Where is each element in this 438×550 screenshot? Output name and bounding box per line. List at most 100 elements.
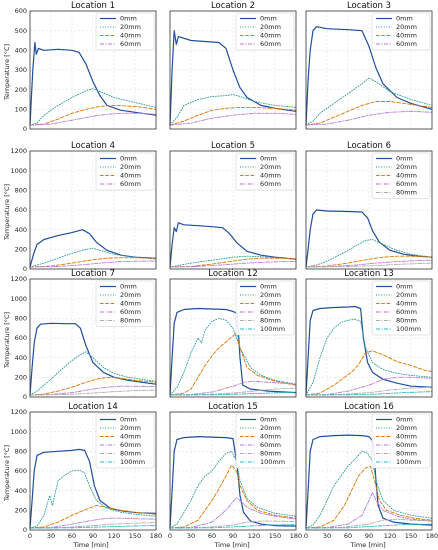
legend-box <box>95 413 155 469</box>
chart-panel: Location 7 0 200 400 600 800 1000 1200 0mm20mm40… <box>10 269 157 401</box>
series-line-40mm <box>169 332 297 396</box>
series-line-0mm <box>169 222 297 268</box>
x-tick-label: 150 <box>269 532 281 540</box>
y-tick-label: 200 <box>15 246 27 254</box>
series-line-0mm <box>169 436 297 529</box>
y-tick-label: 200 <box>15 374 27 382</box>
legend-label: 60mm <box>396 308 417 316</box>
legend-label: 40mm <box>396 433 417 441</box>
legend-label: 60mm <box>260 308 281 316</box>
y-tick-label: 600 <box>15 206 27 214</box>
legend-label: 100mm <box>396 458 421 466</box>
chart-panel: Location 1 0 100 200 300 400 500 600 0mm20mm40mm… <box>15 1 157 133</box>
x-tick-label: 0 <box>28 532 32 540</box>
plot-frame <box>169 10 297 130</box>
chart-title: Location 3 <box>347 1 391 11</box>
legend-label: 80mm <box>396 317 417 325</box>
legend-box <box>95 152 155 191</box>
legend-label: 20mm <box>396 424 417 432</box>
legend-box <box>235 413 295 469</box>
series-line-100mm <box>29 525 157 529</box>
series-line-0mm <box>169 30 297 126</box>
series-line-20mm <box>29 469 157 529</box>
series-line-20mm <box>29 88 157 126</box>
x-tick-label: 90 <box>89 532 97 540</box>
legend-label: 60mm <box>120 40 141 48</box>
series-line-40mm <box>305 255 433 268</box>
series-line-40mm <box>169 257 297 268</box>
legend-label: 60mm <box>396 441 417 449</box>
legend-label: 0mm <box>396 283 413 291</box>
legend-box <box>235 152 295 191</box>
x-tick-label: 30 <box>323 532 331 540</box>
y-tick-label: 0 <box>23 265 27 273</box>
plot-frame <box>169 150 297 270</box>
plot-frame <box>305 278 433 398</box>
legend-label: 40mm <box>260 433 281 441</box>
legend-box <box>371 280 431 336</box>
legend-label: 40mm <box>396 172 417 180</box>
chart-title: Location 7 <box>71 269 115 279</box>
legend-label: 60mm <box>260 180 281 188</box>
legend-label: 60mm <box>120 180 141 188</box>
series-line-20mm <box>305 318 433 396</box>
legend-label: 20mm <box>396 23 417 31</box>
legend-label: 60mm <box>120 441 141 449</box>
chart-title: Location 14 <box>68 402 117 412</box>
chart-title: Location 16 <box>344 402 393 412</box>
x-tick-label: 120 <box>384 532 396 540</box>
series-line-40mm <box>29 104 157 126</box>
series-line-60mm <box>305 376 433 396</box>
legend-label: 20mm <box>120 291 141 299</box>
legend-label: 40mm <box>120 172 141 180</box>
x-tick-label: 180 <box>426 532 438 540</box>
legend-label: 80mm <box>396 450 417 458</box>
legend-label: 60mm <box>396 40 417 48</box>
legend-box <box>235 12 295 51</box>
chart-title: Location 4 <box>71 141 115 151</box>
chart-title: Location 13 <box>344 269 393 279</box>
y-tick-label: 800 <box>15 187 27 195</box>
x-tick-label: 90 <box>365 532 373 540</box>
legend-label: 40mm <box>260 32 281 40</box>
chart-panel: Location 16 0 30 60 90 120 150 180 0mm20mm40mm60… <box>304 402 438 540</box>
series-line-0mm <box>29 322 157 396</box>
y-tick-label: 1200 <box>10 408 27 416</box>
plot-frame <box>305 150 433 270</box>
legend-label: 0mm <box>260 155 277 163</box>
y-axis-title-row-1: Temperature [°C] <box>3 44 11 101</box>
plot-frame <box>305 10 433 130</box>
y-tick-label: 600 <box>15 7 27 15</box>
legend-label: 40mm <box>120 300 141 308</box>
plot-frame <box>29 278 157 398</box>
y-tick-label: 600 <box>15 467 27 475</box>
legend-label: 40mm <box>120 32 141 40</box>
legend-label: 100mm <box>260 325 285 333</box>
legend-box <box>235 280 295 336</box>
legend-label: 0mm <box>396 15 413 23</box>
series-line-40mm <box>29 376 157 396</box>
series-line-40mm <box>169 464 297 529</box>
legend-label: 60mm <box>260 441 281 449</box>
series-line-40mm <box>169 106 297 126</box>
legend-label: 20mm <box>260 291 281 299</box>
y-tick-label: 600 <box>15 334 27 342</box>
chart-panel: Location 4 0 200 400 600 800 1000 1200 0mm20mm40… <box>10 141 157 273</box>
legend-label: 20mm <box>396 291 417 299</box>
legend-label: 0mm <box>396 155 413 163</box>
legend-label: 40mm <box>260 300 281 308</box>
series-line-0mm <box>305 305 433 396</box>
chart-panel: Location 15 0 30 60 90 120 150 180 0mm20mm40mm60… <box>168 402 302 540</box>
series-line-100mm <box>305 523 433 529</box>
series-line-0mm <box>305 26 433 126</box>
legend-box <box>371 152 431 199</box>
legend-label: 100mm <box>120 458 145 466</box>
series-line-100mm <box>305 391 433 396</box>
series-line-60mm <box>169 261 297 268</box>
y-axis-title-row-3: Temperature [°C] <box>3 312 11 369</box>
series-line-60mm <box>29 517 157 529</box>
legend-label: 0mm <box>260 283 277 291</box>
